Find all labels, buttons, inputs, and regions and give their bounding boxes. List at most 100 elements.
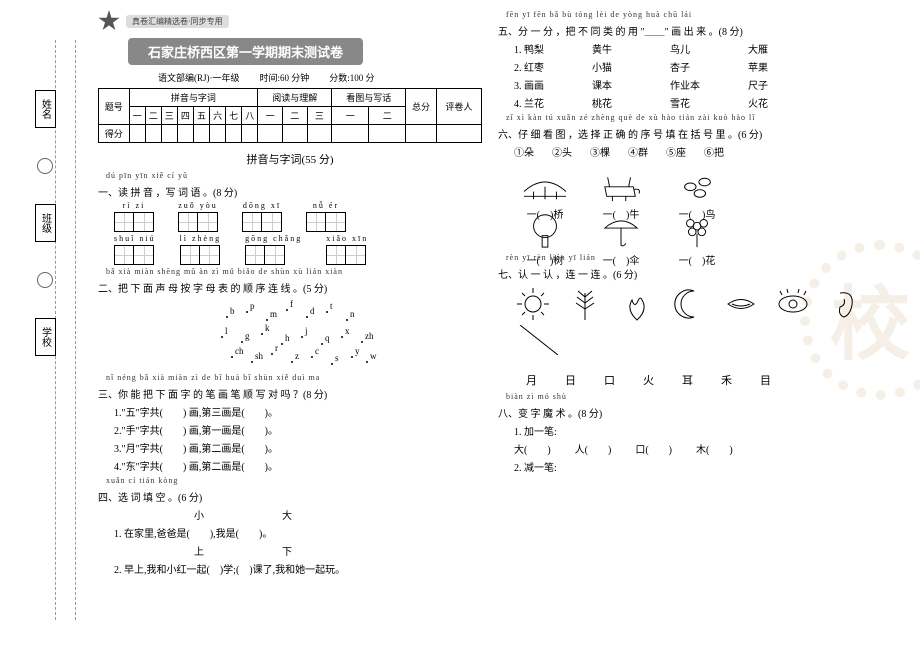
row-header: 得分 <box>99 125 130 143</box>
knot-icon <box>37 158 53 174</box>
q6-pic-树[interactable]: 一( )树 <box>518 209 572 251</box>
q5-rows: 1. 鸭梨黄牛鸟儿大雁 2. 红枣小猫杏子苹果 3. 画画课本作业本尺子 4. 兰花桃… <box>498 41 882 110</box>
q6-pinyin: zǐ xì kàn tú xuǎn zé zhèng què de xù hào… <box>506 113 882 122</box>
edition-label: 语文部编(RJ)·一年级 <box>158 71 240 84</box>
binding-margin: 姓名 班级 学校 <box>0 0 90 589</box>
section-title: 拼音与字词(55 分) <box>98 151 482 167</box>
q7-char[interactable]: 目 <box>760 372 771 388</box>
fold-line-2 <box>75 40 76 620</box>
q1-boxes: rì zizuǒ yòudōng xīnǚ érshuǐ niúlì zhèng… <box>98 201 482 265</box>
q2-letter-cloud[interactable]: bpmfdtnlgkhjqxzhchshrzcsyw <box>200 299 380 369</box>
right-column: fēn yī fēn bǎ bù tóng lèi de yòng huà ch… <box>490 0 890 589</box>
margin-school-box[interactable]: 学校 <box>35 318 56 356</box>
col-num: 一 <box>129 107 145 125</box>
q5-row[interactable]: 2. 红枣小猫杏子苹果 <box>514 59 882 74</box>
col-header: 题号 <box>99 89 130 125</box>
svg-text:sh: sh <box>255 351 264 361</box>
svg-text:c: c <box>315 346 319 356</box>
q4-line1[interactable]: 1. 在家里,爸爸是( ),我是( )。 <box>114 525 482 540</box>
col-header: 总分 <box>406 89 437 125</box>
score-table: 题号 拼音与字词 阅读与理解 看图与写话 总分 评卷人 一 二 三 四 五 六 … <box>98 88 482 143</box>
q4-pinyin: xuǎn cí tián kòng <box>106 476 482 485</box>
grain-icon[interactable] <box>566 285 604 323</box>
q7-char[interactable]: 月 <box>526 372 537 388</box>
col-num: 二 <box>145 107 161 125</box>
svg-text:q: q <box>325 333 330 343</box>
q3-line[interactable]: 4."东"字共( ) 画,第二画是( )。 <box>114 458 482 473</box>
col-header: 阅读与理解 <box>258 89 332 107</box>
svg-text:g: g <box>245 331 250 341</box>
svg-text:n: n <box>350 309 355 319</box>
q5-title: 五、分 一 分 ，把 不 同 类 的 用 "＿＿" 画 出 来 。(8 分) <box>498 23 882 38</box>
q7-char[interactable]: 耳 <box>682 372 693 388</box>
q6-pic-伞[interactable]: 一( )伞 <box>594 209 648 251</box>
q4-line2[interactable]: 2. 早上,我和小红一起( )学;( )课了,我和她一起玩。 <box>114 561 482 576</box>
q5-row[interactable]: 1. 鸭梨黄牛鸟儿大雁 <box>514 41 882 56</box>
q2-title: 二、把 下 面 声 母 按 字 母 表 的 顺 序 连 线 。(5 分) <box>98 280 482 295</box>
q3-line[interactable]: 2."手"字共( ) 画,第一画是( )。 <box>114 422 482 437</box>
marks-label: 分数:100 分 <box>329 71 374 84</box>
opt-a: 小 <box>194 507 204 522</box>
q1-pinyin: dú pīn yīn xiě cí yǔ <box>106 171 482 180</box>
q7-connect-line[interactable] <box>498 325 858 355</box>
col-header: 拼音与字词 <box>129 89 258 107</box>
knot-icon <box>37 272 53 288</box>
svg-text:r: r <box>275 343 278 353</box>
q3-line[interactable]: 3."月"字共( ) 画,第二画是( )。 <box>114 440 482 455</box>
svg-text:t: t <box>330 301 333 311</box>
q6-pic-鸟[interactable]: 一( )鸟 <box>670 163 724 205</box>
col-header: 看图与写话 <box>332 89 406 107</box>
q6-pic-桥[interactable]: 一( )桥 <box>518 163 572 205</box>
margin-name-box[interactable]: 姓名 <box>35 90 56 128</box>
q7-char[interactable]: 日 <box>565 372 576 388</box>
margin-class-box[interactable]: 班级 <box>35 204 56 242</box>
q1-title: 一、读 拼 音 ，写 词 语 。(8 分) <box>98 184 482 199</box>
fire-icon[interactable] <box>618 285 656 323</box>
svg-text:y: y <box>355 346 360 356</box>
exam-title: 石家庄桥西区第一学期期末测试卷 <box>128 38 363 65</box>
svg-text:f: f <box>290 299 293 309</box>
q8-add-items[interactable]: 大( )人( )口( )木( ) <box>514 441 882 456</box>
svg-text:m: m <box>270 309 277 319</box>
q7-char[interactable]: 口 <box>604 372 615 388</box>
q6-pic-花[interactable]: 一( )花 <box>670 209 724 251</box>
q7-title: 七、认 一 认 ，连 一 连 。(6 分) <box>498 266 882 281</box>
col-num: 二 <box>369 107 406 125</box>
col-num: 三 <box>161 107 177 125</box>
svg-text:s: s <box>335 353 339 363</box>
q6-row1: 一( )桥一( )牛一( )鸟 <box>518 163 882 205</box>
svg-text:d: d <box>310 306 315 316</box>
col-num: 四 <box>177 107 193 125</box>
q5-row[interactable]: 4. 兰花桃花雪花火花 <box>514 95 882 110</box>
eye-icon[interactable] <box>774 285 812 323</box>
q3-line[interactable]: 1."五"字共( ) 画,第三画是( )。 <box>114 404 482 419</box>
col-num: 三 <box>307 107 332 125</box>
q5-pinyin: fēn yī fēn bǎ bù tóng lèi de yòng huà ch… <box>506 10 882 19</box>
sun-icon[interactable] <box>514 285 552 323</box>
moon-icon[interactable] <box>670 285 708 323</box>
col-num: 八 <box>242 107 258 125</box>
svg-text:zh: zh <box>365 331 374 341</box>
q8-title: 八、变 字 魔 术 。(8 分) <box>498 405 882 420</box>
q3-pinyin: nǐ néng bǎ xià miàn zì de bǐ huà bǐ shùn… <box>106 373 482 382</box>
mouth-icon[interactable] <box>722 285 760 323</box>
col-num: 六 <box>210 107 226 125</box>
ear-icon[interactable] <box>826 285 864 323</box>
q6-row2: 一( )树一( )伞一( )花 <box>518 209 882 251</box>
q2-pinyin: bǎ xià miàn shēng mǔ àn zì mǔ biǎo de sh… <box>106 267 482 276</box>
svg-text:ch: ch <box>235 346 244 356</box>
svg-text:h: h <box>285 333 290 343</box>
q5-row[interactable]: 3. 画画课本作业本尺子 <box>514 77 882 92</box>
q7-char[interactable]: 禾 <box>721 372 732 388</box>
q8-pinyin: biàn zì mó shù <box>506 392 882 401</box>
q7-char[interactable]: 火 <box>643 372 654 388</box>
col-num: 一 <box>332 107 369 125</box>
svg-text:j: j <box>304 326 308 336</box>
col-num: 一 <box>258 107 283 125</box>
col-header: 评卷人 <box>436 89 481 125</box>
q6-pic-牛[interactable]: 一( )牛 <box>594 163 648 205</box>
opt-b: 下 <box>282 543 292 558</box>
q6-options: ①朵②头③棵④群⑤座⑥把 <box>514 144 882 159</box>
series-tag: 真卷汇编精选卷·同步专用 <box>126 15 229 28</box>
q8-sub-label: 2. 减一笔: <box>514 459 882 474</box>
